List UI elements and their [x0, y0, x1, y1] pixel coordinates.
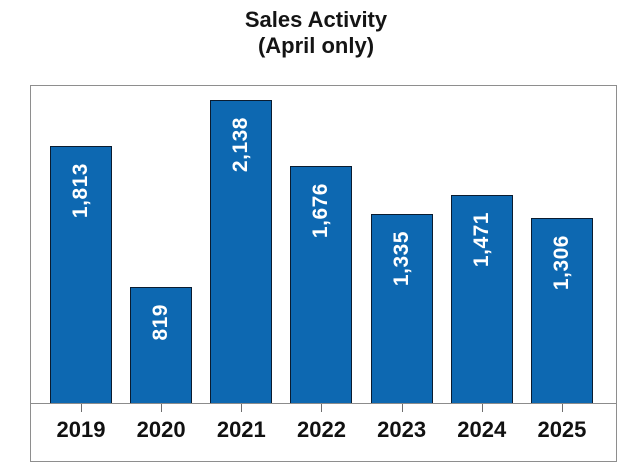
bar-slot: 1,471 2024 — [442, 86, 522, 461]
x-axis-label: 2024 — [457, 417, 507, 442]
x-axis-tick — [561, 404, 563, 412]
x-axis-label: 2023 — [377, 417, 427, 442]
bar-slot: 2,138 2021 — [201, 86, 281, 461]
bar-slot: 1,335 2023 — [362, 86, 442, 461]
x-axis-line — [31, 403, 616, 404]
bar-slots: 1,813 2019 819 2020 2,138 2021 1,676 2022 1,335 2… — [31, 86, 616, 461]
x-axis-tick — [401, 404, 403, 412]
bar-slot: 1,676 2022 — [281, 86, 361, 461]
x-axis-tick — [481, 404, 483, 412]
bar: 1,335 — [370, 214, 433, 403]
x-axis-tick — [321, 404, 323, 412]
x-axis-label: 2025 — [537, 417, 587, 442]
x-axis-tick — [161, 404, 163, 412]
bar: 1,676 — [290, 166, 353, 403]
bar: 2,138 — [210, 100, 273, 403]
bar-slot: 1,306 2025 — [522, 86, 602, 461]
bar-slot: 819 2020 — [121, 86, 201, 461]
bar-value-label: 1,676 — [309, 183, 333, 239]
bar: 1,471 — [450, 195, 513, 403]
bar-value-label: 819 — [149, 304, 173, 341]
bar-value-label: 1,813 — [69, 163, 92, 219]
bar-value-label: 1,471 — [469, 212, 493, 268]
bar-value-label: 1,306 — [549, 235, 573, 291]
chart-title-block: Sales Activity (April only) — [0, 7, 632, 59]
bar: 819 — [130, 287, 193, 403]
x-axis-label: 2021 — [216, 417, 266, 442]
plot-area: 1,813 2019 819 2020 2,138 2021 1,676 2022 1,335 2… — [30, 85, 617, 462]
x-axis-label: 2019 — [56, 417, 106, 442]
bar-slot: 1,813 2019 — [41, 86, 121, 461]
bar: 1,813 — [50, 146, 112, 403]
chart-subtitle: (April only) — [257, 33, 375, 58]
x-axis-label: 2022 — [296, 417, 346, 442]
bar: 1,306 — [530, 218, 593, 403]
chart-title: Sales Activity — [244, 7, 388, 32]
x-axis-label: 2020 — [136, 417, 186, 442]
bar-value-label: 2,138 — [229, 117, 253, 173]
x-axis-tick — [241, 404, 243, 412]
bar-value-label: 1,335 — [389, 231, 413, 287]
x-axis-tick — [81, 404, 82, 412]
